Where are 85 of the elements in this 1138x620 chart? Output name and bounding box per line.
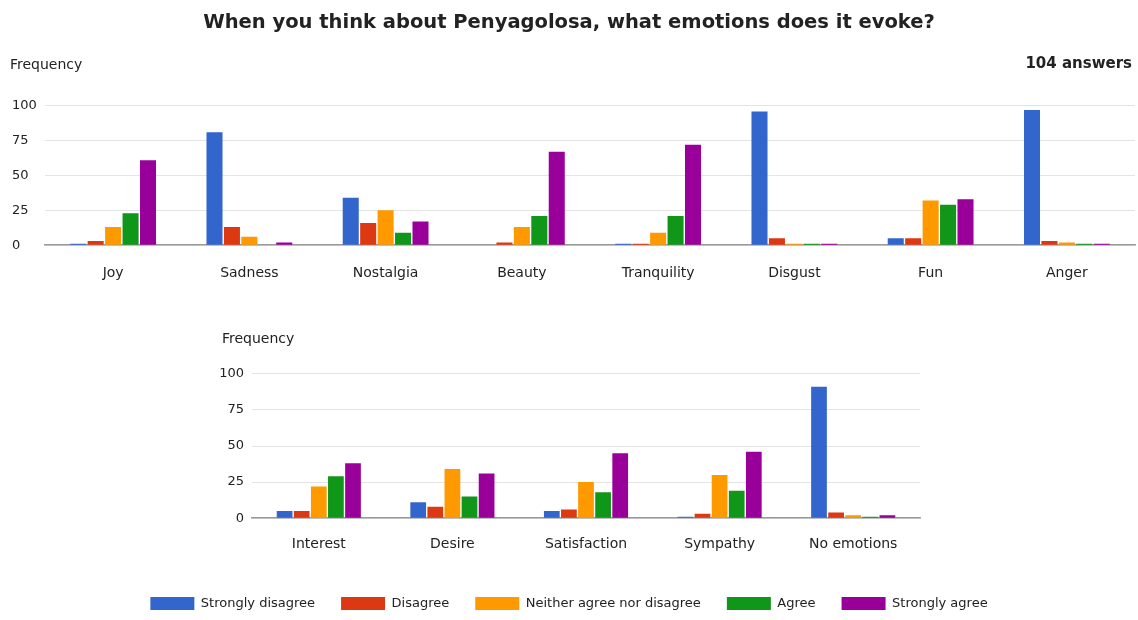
bar — [879, 515, 896, 518]
bar — [957, 199, 974, 245]
bar — [241, 236, 258, 245]
bar — [427, 506, 444, 518]
bar — [395, 232, 412, 245]
bar — [377, 210, 394, 245]
bar — [745, 451, 762, 518]
y-tick-label: 50 — [12, 166, 29, 182]
bar — [412, 221, 429, 245]
bar — [276, 242, 293, 245]
bar — [531, 215, 548, 245]
x-tick-label: Sympathy — [684, 535, 756, 552]
bar — [223, 227, 240, 245]
bar — [543, 510, 560, 518]
y-tick-label: 0 — [235, 509, 244, 525]
x-tick-label: Anger — [1046, 264, 1088, 281]
bar — [513, 227, 530, 245]
bar — [548, 151, 565, 245]
bar — [360, 222, 377, 245]
x-tick-label: Desire — [430, 535, 475, 552]
bar — [276, 510, 293, 518]
y-tick-label: 25 — [227, 473, 244, 489]
bar — [345, 463, 361, 518]
y-tick-label: 0 — [12, 236, 21, 252]
bar — [105, 227, 122, 245]
bar — [905, 238, 922, 245]
x-tick-label: Beauty — [497, 264, 547, 281]
bar — [139, 160, 157, 245]
x-tick-label: Tranquility — [620, 264, 695, 281]
bar — [328, 476, 344, 518]
bar — [922, 200, 939, 245]
x-tick-label: Satisfaction — [544, 535, 628, 552]
bar — [1041, 241, 1058, 245]
x-tick-label: Disgust — [768, 264, 822, 281]
bar — [122, 213, 139, 245]
x-tick-label: Interest — [291, 535, 347, 552]
bar — [496, 242, 513, 245]
y-tick-label: 75 — [227, 401, 244, 417]
bar — [87, 241, 104, 245]
legend-label: Strongly agree — [892, 594, 988, 610]
y-axis-title: Frequency — [222, 330, 295, 346]
bar — [940, 204, 957, 245]
x-tick-label: Joy — [101, 264, 124, 281]
bar — [684, 144, 702, 245]
x-tick-label: No emotions — [808, 535, 898, 552]
legend-label: Disagree — [391, 594, 450, 610]
bar — [768, 238, 785, 245]
bar — [578, 482, 594, 518]
bar — [751, 111, 768, 245]
bar — [206, 132, 223, 245]
text: 104 answers — [1025, 54, 1132, 72]
bar — [342, 197, 359, 245]
bar — [410, 502, 427, 518]
y-tick-label: 25 — [12, 201, 29, 217]
bar — [444, 469, 461, 518]
y-tick-label: 75 — [12, 132, 29, 148]
bar — [694, 513, 711, 518]
y-tick-label: 100 — [219, 365, 244, 381]
bar — [828, 512, 844, 518]
chart-title: When you think about Penyagolosa, what emotions does it evoke? — [202, 10, 936, 33]
bar — [845, 515, 862, 518]
bar — [711, 474, 728, 518]
y-tick-label: 50 — [227, 437, 244, 453]
legend-label: Strongly disagree — [200, 594, 316, 610]
bar — [461, 496, 478, 518]
bar — [667, 215, 684, 245]
legend-label: Neither agree nor disagree — [525, 594, 701, 610]
bar — [612, 453, 629, 518]
bar — [595, 492, 611, 518]
y-tick-label: 100 — [12, 97, 37, 113]
x-tick-label: Sadness — [220, 264, 279, 281]
bar — [811, 386, 827, 518]
bar — [1023, 109, 1041, 245]
bar — [728, 490, 745, 518]
bar — [293, 510, 310, 518]
bar — [478, 473, 495, 518]
bar — [1058, 242, 1075, 245]
y-axis-title: Frequency — [10, 56, 83, 72]
x-tick-label: Nostalgia — [352, 264, 419, 281]
legend-label: Agree — [777, 594, 816, 610]
bar — [310, 486, 327, 518]
bar — [887, 238, 904, 245]
bar — [650, 232, 667, 245]
x-tick-label: Fun — [918, 264, 944, 281]
bar — [561, 509, 577, 518]
